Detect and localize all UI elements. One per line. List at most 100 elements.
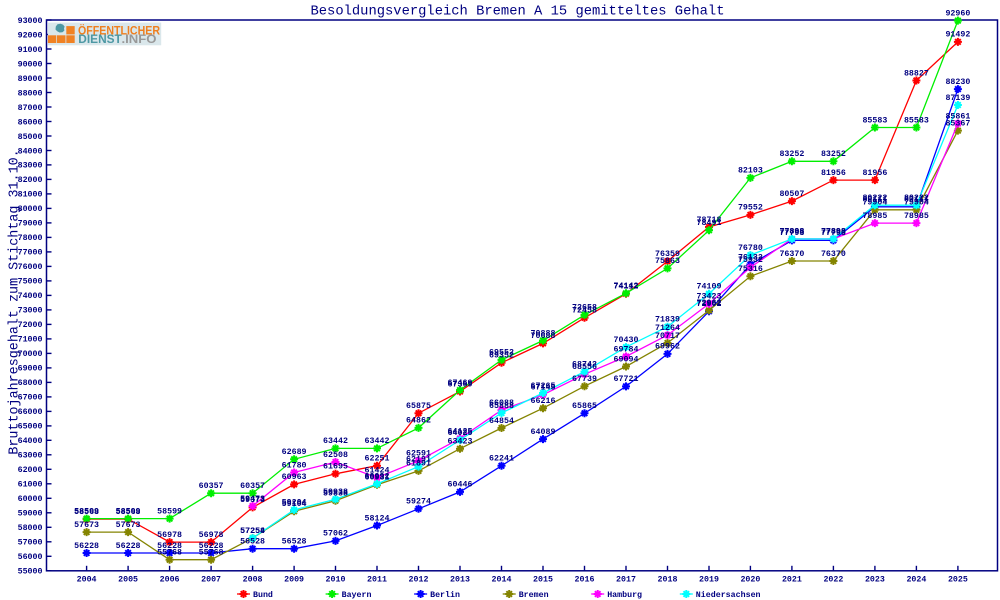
svg-text:71839: 71839	[655, 316, 680, 325]
svg-text:2011: 2011	[367, 576, 387, 585]
svg-text:88230: 88230	[945, 78, 970, 87]
svg-text:87139: 87139	[945, 94, 970, 103]
svg-text:2018: 2018	[658, 576, 678, 585]
svg-text:79904: 79904	[862, 199, 887, 208]
svg-text:60992: 60992	[365, 473, 390, 482]
svg-text:85367: 85367	[945, 119, 970, 128]
svg-text:62191: 62191	[406, 455, 431, 464]
svg-text:2020: 2020	[740, 576, 760, 585]
svg-text:64000: 64000	[18, 437, 43, 446]
svg-text:91000: 91000	[18, 46, 43, 55]
svg-text:56228: 56228	[199, 542, 224, 551]
svg-text:60446: 60446	[448, 481, 473, 490]
svg-text:93000: 93000	[18, 17, 43, 26]
svg-text:55768: 55768	[157, 549, 182, 558]
svg-text:75000: 75000	[18, 278, 43, 287]
svg-text:70717: 70717	[655, 332, 680, 341]
svg-text:62000: 62000	[18, 466, 43, 475]
svg-text:58000: 58000	[18, 524, 43, 533]
svg-text:77898: 77898	[779, 228, 804, 237]
svg-text:64025: 64025	[448, 429, 473, 438]
svg-text:62241: 62241	[489, 455, 514, 464]
svg-text:2017: 2017	[616, 576, 636, 585]
svg-text:61000: 61000	[18, 481, 43, 490]
svg-text:2008: 2008	[243, 576, 263, 585]
svg-text:61695: 61695	[323, 463, 348, 472]
svg-text:85583: 85583	[904, 116, 929, 125]
svg-text:58599: 58599	[157, 507, 182, 516]
svg-text:85000: 85000	[18, 133, 43, 142]
svg-text:67721: 67721	[614, 375, 639, 384]
svg-text:58568: 58568	[116, 508, 141, 517]
svg-text:83252: 83252	[779, 150, 804, 159]
svg-text:67000: 67000	[18, 394, 43, 403]
svg-text:80000: 80000	[18, 205, 43, 214]
svg-text:65875: 65875	[406, 402, 431, 411]
svg-text:2021: 2021	[782, 576, 802, 585]
svg-text:57000: 57000	[18, 539, 43, 548]
svg-text:90000: 90000	[18, 60, 43, 69]
svg-text:57062: 57062	[323, 530, 348, 539]
svg-text:62251: 62251	[365, 455, 390, 464]
svg-text:80507: 80507	[779, 190, 804, 199]
svg-text:78491: 78491	[697, 219, 722, 228]
svg-text:87000: 87000	[18, 104, 43, 113]
svg-text:62508: 62508	[323, 451, 348, 460]
svg-text:56528: 56528	[282, 538, 307, 547]
svg-text:69000: 69000	[18, 365, 43, 374]
svg-text:60931: 60931	[365, 474, 390, 483]
svg-text:Berlin: Berlin	[430, 590, 460, 600]
svg-text:59000: 59000	[18, 510, 43, 519]
svg-text:64862: 64862	[406, 417, 431, 426]
svg-text:79552: 79552	[738, 204, 763, 213]
svg-text:75932: 75932	[738, 256, 763, 265]
svg-text:DIENST: DIENST	[78, 34, 122, 46]
svg-text:63442: 63442	[365, 437, 390, 446]
svg-text:64089: 64089	[531, 428, 556, 437]
svg-text:73000: 73000	[18, 307, 43, 316]
svg-text:73423: 73423	[697, 293, 722, 302]
svg-text:81956: 81956	[821, 169, 846, 178]
svg-text:55000: 55000	[18, 568, 43, 577]
svg-text:80111: 80111	[862, 196, 887, 205]
svg-text:67739: 67739	[572, 375, 597, 384]
svg-text:60357: 60357	[199, 482, 224, 491]
svg-text:92960: 92960	[945, 9, 970, 18]
svg-text:68556: 68556	[572, 363, 597, 372]
svg-text:2024: 2024	[906, 576, 926, 585]
svg-text:76370: 76370	[821, 250, 846, 259]
svg-text:69962: 69962	[655, 343, 680, 352]
svg-text:67145: 67145	[531, 384, 556, 393]
svg-text:56228: 56228	[157, 542, 182, 551]
svg-text:85861: 85861	[945, 112, 970, 121]
svg-text:55768: 55768	[199, 549, 224, 558]
svg-text:58568: 58568	[74, 508, 99, 517]
svg-text:72902: 72902	[697, 300, 722, 309]
svg-text:76780: 76780	[738, 244, 763, 253]
svg-text:56228: 56228	[116, 542, 141, 551]
svg-text:61424: 61424	[365, 467, 390, 476]
svg-text:80222: 80222	[904, 194, 929, 203]
svg-text:77898: 77898	[821, 228, 846, 237]
svg-text:2016: 2016	[575, 576, 595, 585]
svg-text:59274: 59274	[406, 498, 431, 507]
svg-text:64125: 64125	[448, 427, 473, 436]
svg-text:59838: 59838	[323, 490, 348, 499]
svg-text:80111: 80111	[904, 196, 929, 205]
svg-text:69552: 69552	[489, 349, 514, 358]
svg-text:Bremen: Bremen	[519, 591, 549, 600]
svg-text:78000: 78000	[18, 234, 43, 243]
svg-text:65888: 65888	[489, 402, 514, 411]
svg-text:78985: 78985	[904, 212, 929, 221]
svg-text:67469: 67469	[448, 379, 473, 388]
svg-text:78985: 78985	[862, 212, 887, 221]
svg-text:61780: 61780	[282, 461, 307, 470]
svg-text:59938: 59938	[323, 488, 348, 497]
svg-text:66000: 66000	[18, 408, 43, 417]
svg-text:83252: 83252	[821, 150, 846, 159]
svg-text:77793: 77793	[779, 229, 804, 238]
svg-text:58599: 58599	[74, 507, 99, 516]
svg-text:76370: 76370	[779, 250, 804, 259]
svg-text:88000: 88000	[18, 89, 43, 98]
svg-text:57673: 57673	[74, 521, 99, 530]
